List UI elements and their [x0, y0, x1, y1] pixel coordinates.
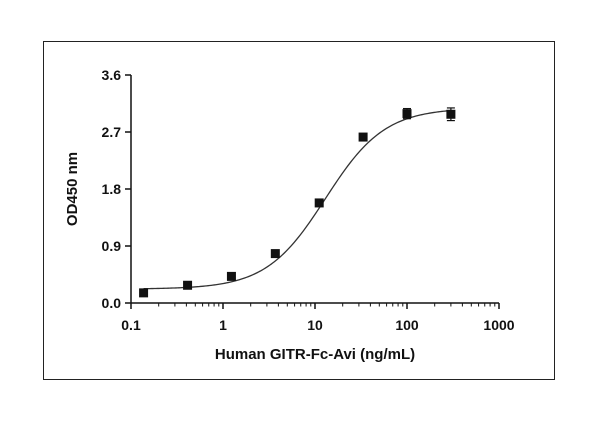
data-points — [139, 107, 456, 298]
data-point — [314, 198, 324, 208]
x-tick-label: 10 — [307, 317, 323, 333]
x-tick-label: 1 — [219, 317, 227, 333]
data-point — [270, 249, 280, 259]
y-tick-label: 0.0 — [102, 295, 122, 311]
y-tick-label: 3.6 — [102, 67, 122, 83]
x-axis-title: Human GITR-Fc-Avi (ng/mL) — [215, 346, 415, 363]
data-point — [183, 280, 193, 290]
chart-frame: 0.0 0.9 1.8 2.7 3.6 0.1 1 10 100 1000 Human GITR… — [43, 41, 555, 380]
x-tick-label: 100 — [395, 317, 419, 333]
y-tick-label: 0.9 — [102, 238, 122, 254]
y-tick-label: 1.8 — [102, 181, 122, 197]
y-tick-label: 2.7 — [102, 124, 122, 140]
chart: 0.0 0.9 1.8 2.7 3.6 0.1 1 10 100 1000 Human GITR… — [64, 67, 515, 363]
fit-curve — [143, 109, 451, 290]
data-point — [358, 132, 368, 142]
x-tick-label: 1000 — [483, 317, 514, 333]
x-axis-ticks: 0.1 1 10 100 1000 — [121, 303, 515, 333]
y-axis-title: OD450 nm — [64, 152, 81, 226]
y-axis-ticks: 0.0 0.9 1.8 2.7 3.6 — [102, 67, 131, 311]
data-point — [402, 109, 412, 119]
data-point — [139, 288, 149, 298]
data-point — [226, 271, 236, 281]
data-point — [446, 109, 456, 119]
x-tick-label: 0.1 — [121, 317, 141, 333]
